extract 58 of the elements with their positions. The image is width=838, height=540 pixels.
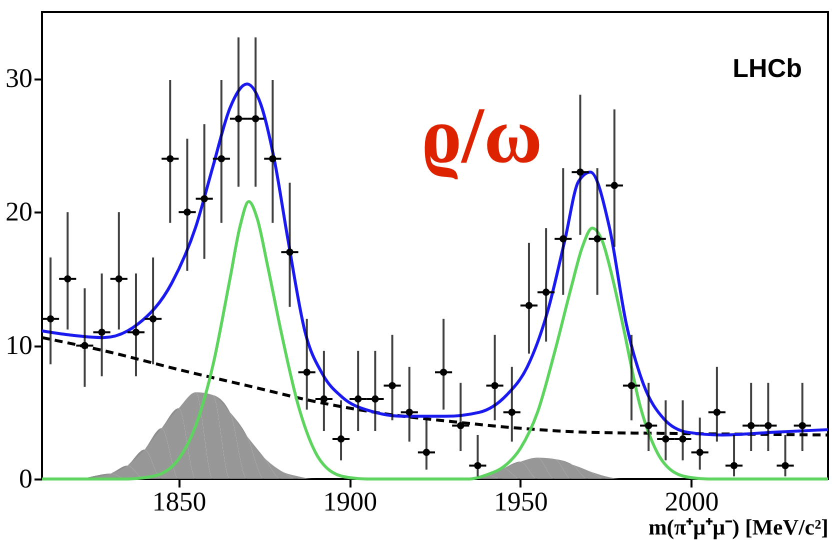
point — [628, 382, 636, 390]
line-series — [40, 82, 830, 436]
point — [610, 182, 618, 189]
point — [798, 422, 806, 430]
point — [115, 275, 122, 282]
point — [662, 435, 670, 442]
point — [303, 368, 310, 376]
point — [525, 302, 533, 310]
point — [234, 115, 242, 122]
point — [406, 408, 413, 416]
point — [166, 155, 174, 162]
x-tick-label: 1950 — [494, 486, 548, 516]
point — [696, 448, 704, 456]
point — [730, 462, 738, 470]
x-axis-title: m(π⁺μ⁺μ⁻) [MeV/c²] — [648, 514, 828, 540]
point — [200, 195, 208, 202]
point — [542, 288, 550, 296]
point — [782, 462, 789, 470]
point — [269, 155, 276, 162]
point — [508, 408, 516, 416]
point — [440, 368, 448, 376]
point — [679, 435, 686, 442]
point — [252, 115, 260, 122]
point — [474, 462, 482, 470]
point — [388, 382, 396, 390]
point — [64, 275, 72, 282]
y-tick-label: 30 — [6, 63, 32, 94]
y-tick-label: 20 — [6, 196, 32, 227]
point — [337, 435, 345, 442]
point — [47, 315, 54, 322]
x-tick-label: 1850 — [152, 486, 206, 516]
point — [645, 422, 652, 430]
point — [491, 382, 498, 390]
x-tick-label: 2000 — [664, 486, 719, 516]
point — [354, 395, 362, 402]
point — [422, 448, 430, 456]
point — [286, 248, 294, 256]
point — [150, 315, 157, 322]
point — [81, 342, 88, 350]
point — [184, 208, 191, 216]
point — [98, 328, 106, 336]
y-tick-label: 10 — [6, 330, 32, 360]
point — [218, 155, 225, 162]
annotation: LHCb — [732, 53, 802, 83]
point — [576, 168, 584, 176]
annotation: ϱ/ω — [422, 92, 542, 180]
point — [372, 395, 379, 402]
point — [320, 395, 328, 402]
point — [457, 422, 464, 430]
x-tick-label: 1900 — [323, 486, 378, 516]
point — [560, 235, 567, 242]
point — [748, 422, 755, 430]
point — [713, 408, 720, 416]
point — [594, 235, 601, 242]
y-tick-label: 0 — [19, 464, 32, 494]
point — [132, 328, 140, 336]
line-series — [40, 200, 830, 480]
point — [764, 422, 772, 430]
